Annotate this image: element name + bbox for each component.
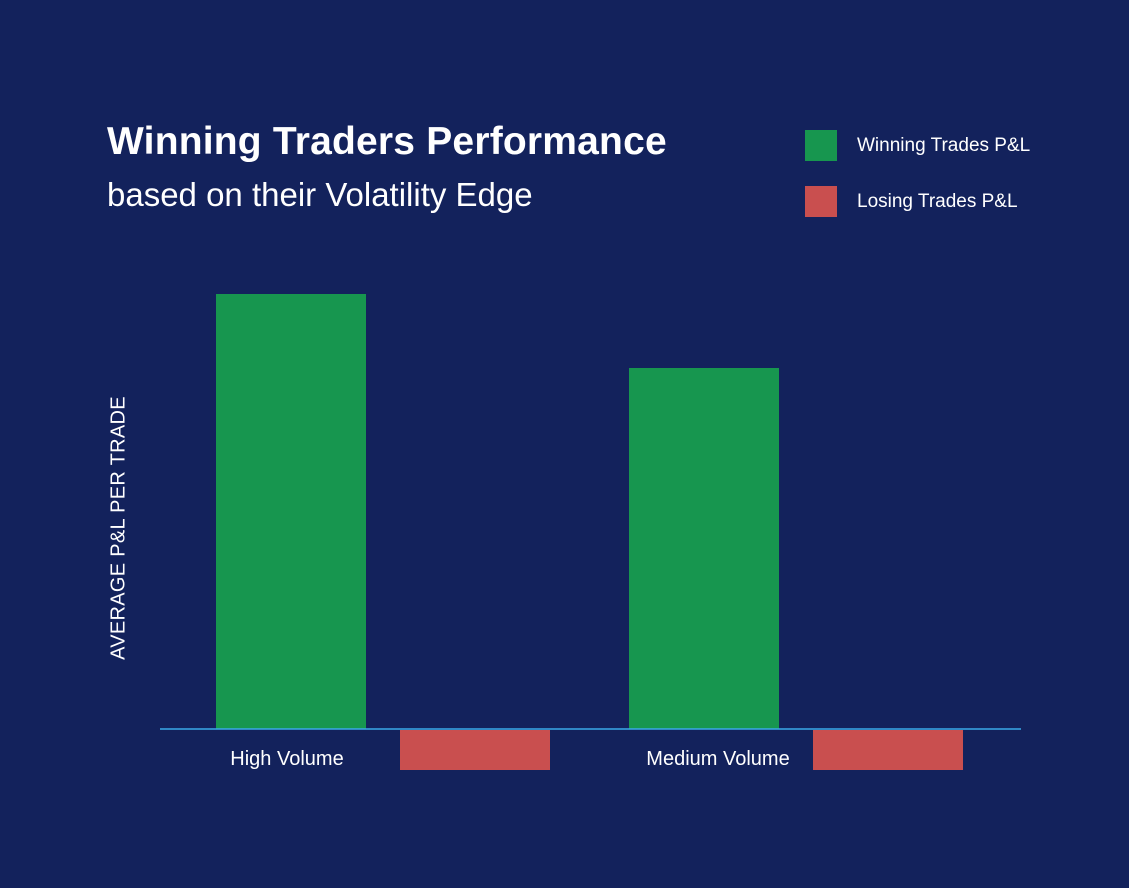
category-label-1: Medium Volume — [646, 748, 789, 770]
legend-swatch-winning — [805, 130, 837, 161]
chart-title: Winning Traders Performance — [107, 120, 667, 163]
legend-item-winning: Winning Trades P&L — [805, 130, 1030, 161]
chart-subtitle: based on their Volatility Edge — [107, 176, 533, 213]
bar-winning-0 — [216, 294, 366, 729]
legend-item-losing: Losing Trades P&L — [805, 186, 1018, 217]
bar-winning-1 — [629, 368, 779, 729]
bar-losing-1 — [813, 730, 963, 770]
category-label-0: High Volume — [230, 748, 343, 770]
legend-swatch-losing — [805, 186, 837, 217]
legend-label-losing: Losing Trades P&L — [857, 190, 1018, 212]
bar-losing-0 — [400, 730, 550, 770]
legend-label-winning: Winning Trades P&L — [857, 134, 1031, 156]
